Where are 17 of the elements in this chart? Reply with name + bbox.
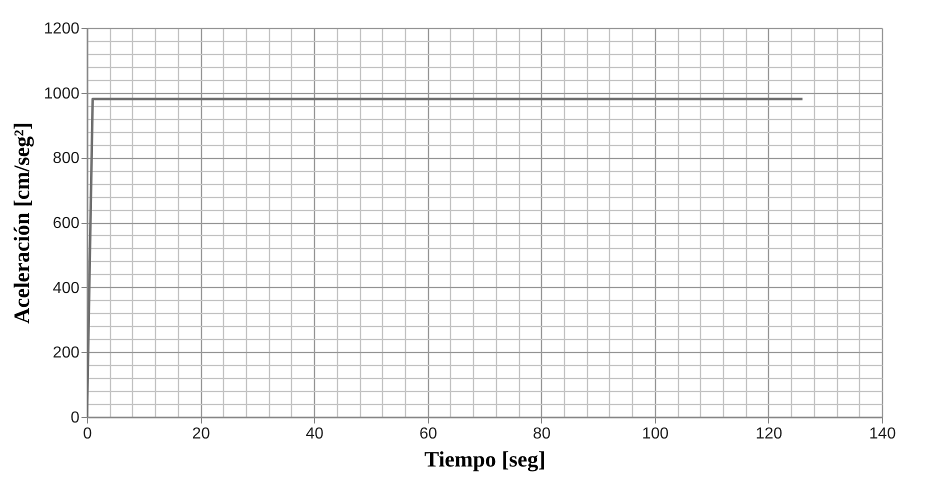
x-tick-label: 140 xyxy=(869,426,896,442)
y-tick-label: 200 xyxy=(52,344,80,362)
y-tick-label: 400 xyxy=(52,280,80,297)
x-tick-label: 120 xyxy=(756,426,782,442)
x-tick-label: 80 xyxy=(532,426,551,442)
x-tick-label: 100 xyxy=(642,426,669,442)
x-tick-label: 20 xyxy=(192,426,210,442)
y-tick-label: 1000 xyxy=(44,85,80,102)
y-tick-label: 1200 xyxy=(44,20,80,38)
y-tick-label: 0 xyxy=(70,410,80,426)
x-tick-label: 40 xyxy=(306,426,324,442)
x-axis-title: Tiempo [seg] xyxy=(424,446,546,472)
x-tick-label: 60 xyxy=(419,426,438,442)
y-tick-label: 800 xyxy=(52,150,80,168)
x-tick-label: 0 xyxy=(83,426,92,442)
y-axis-title: Aceleración [cm/seg²] xyxy=(8,122,34,324)
y-tick-label: 600 xyxy=(52,215,80,232)
